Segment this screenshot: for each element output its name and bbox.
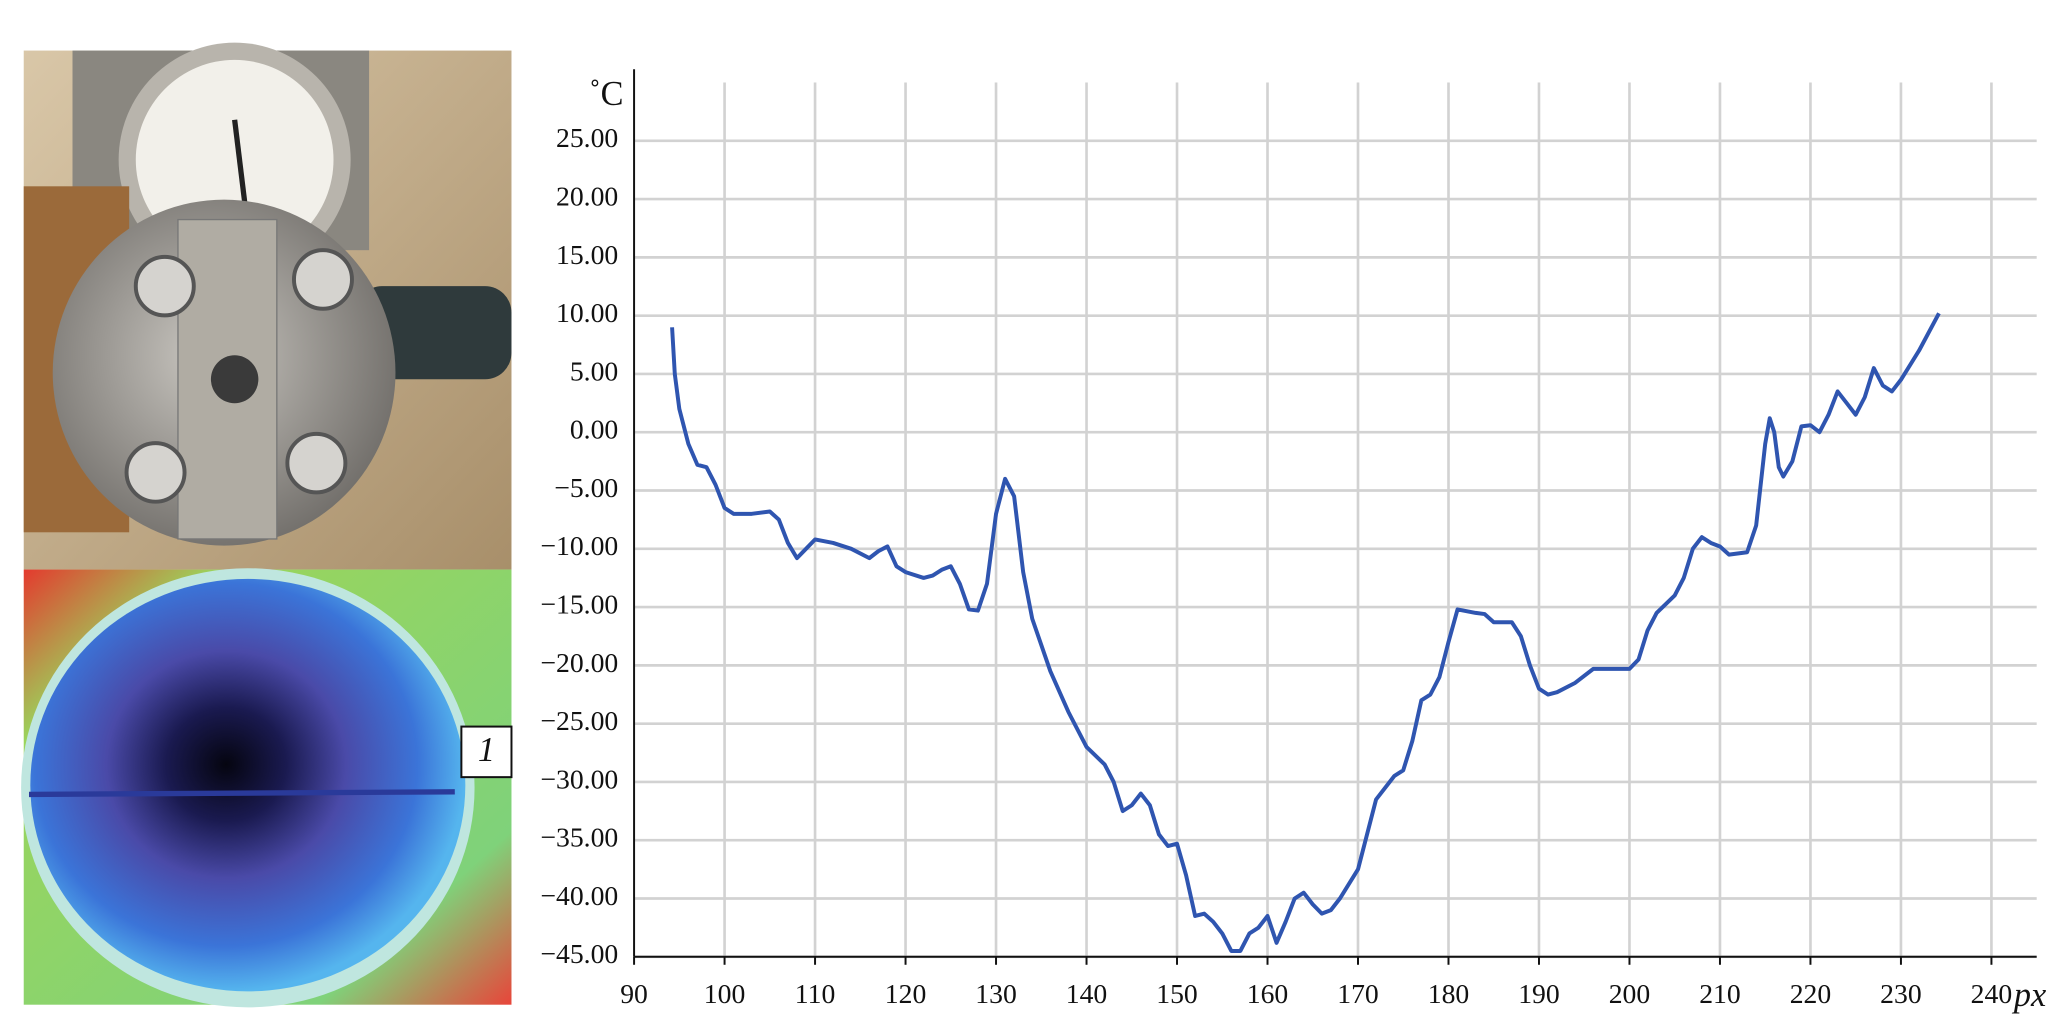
x-tick-label: 150 (1156, 979, 1198, 1010)
x-tick-label: 220 (1790, 979, 1832, 1010)
y-tick-label: 10.00 (556, 298, 618, 329)
x-tick-label: 210 (1699, 979, 1741, 1010)
y-tick-label: 5.00 (570, 356, 618, 387)
y-tick-label: −20.00 (540, 648, 618, 679)
x-tick-label: 190 (1518, 979, 1560, 1010)
y-tick-label: −15.00 (540, 589, 618, 620)
x-tick-label: 230 (1880, 979, 1922, 1010)
y-tick-label: 25.00 (556, 123, 618, 154)
y-tick-label: 15.00 (556, 240, 618, 271)
y-axis-label: ˚C (589, 75, 623, 113)
x-tick-label: 100 (704, 979, 746, 1010)
thermogram: 1 (21, 568, 513, 1008)
x-tick-label: 110 (795, 979, 835, 1010)
x-tick-label: 130 (975, 979, 1017, 1010)
annotation: 1 (478, 731, 495, 769)
x-tick-label: 180 (1428, 979, 1470, 1010)
y-tick-label: 20.00 (556, 181, 618, 212)
x-tick-label: 200 (1609, 979, 1651, 1010)
x-tick-label: 90 (620, 979, 648, 1010)
y-tick-label: −35.00 (540, 823, 618, 854)
y-tick-label: −25.00 (540, 706, 618, 737)
y-tick-label: −40.00 (540, 881, 618, 912)
y-tick-label: −10.00 (540, 531, 618, 562)
photo (23, 42, 512, 570)
x-tick-label: 240 (1971, 979, 2013, 1010)
chart: ˚C px 25.00 20.00 15.00 10.00 5.00 0.00 −5.00 −… (540, 69, 2047, 1014)
x-axis-label: px (2011, 976, 2047, 1014)
y-tick-label: −5.00 (554, 473, 618, 504)
x-tick-label: 170 (1337, 979, 1379, 1010)
x-tick-label: 140 (1066, 979, 1108, 1010)
y-tick-label: −30.00 (540, 764, 618, 795)
y-tick-label: −45.00 (540, 939, 618, 970)
x-tick-label: 160 (1247, 979, 1289, 1010)
x-tick-label: 120 (885, 979, 927, 1010)
data-line (670, 312, 1941, 953)
y-tick-label: 0.00 (570, 415, 618, 446)
